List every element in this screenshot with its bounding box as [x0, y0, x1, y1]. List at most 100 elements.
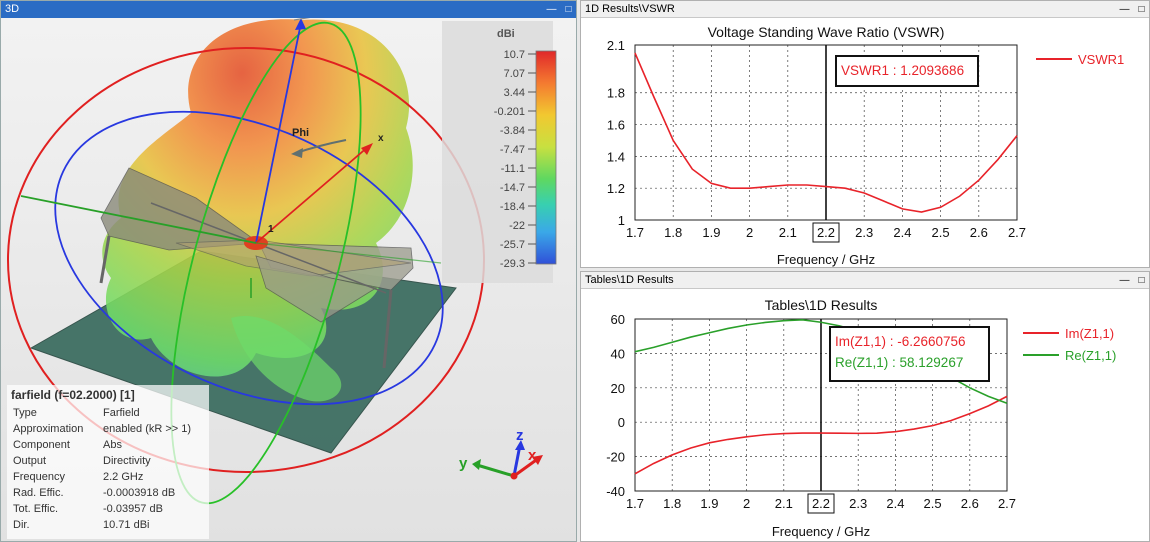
- info-key: Dir.: [13, 519, 30, 531]
- x-axis-title: Frequency / GHz: [777, 252, 875, 267]
- panel-vswr-titlebar[interactable]: 1D Results\VSWR — □: [581, 1, 1149, 18]
- x-tick-label: 2.5: [924, 496, 942, 511]
- info-value: Directivity: [103, 455, 151, 467]
- legend-label: Re(Z1,1): [1065, 348, 1116, 363]
- y-tick-label: 1.8: [607, 86, 625, 101]
- panel-3d[interactable]: 3D — □: [0, 0, 577, 542]
- chart-title: Tables\1D Results: [765, 297, 878, 313]
- info-row: Rad. Effic. -0.0003918 dB: [7, 485, 209, 501]
- marker-x-label: 2.2: [812, 496, 830, 511]
- series-line: [634, 395, 1008, 475]
- chart-title: Voltage Standing Wave Ratio (VSWR): [708, 24, 945, 40]
- colorbar-tick-label: -29.3: [500, 258, 525, 270]
- x-tick-label: 1.7: [626, 496, 644, 511]
- panel-3d-titlebar[interactable]: 3D — □: [1, 1, 576, 18]
- x-tick-label: 1.9: [700, 496, 718, 511]
- farfield-3d-view[interactable]: Phi x 1 dBi 10.7 7.07 3.44 -0.201 -3.84 -7.47…: [1, 18, 577, 542]
- colorbar-tick-label: -7.47: [500, 144, 525, 156]
- info-value: Abs: [103, 439, 122, 451]
- info-row: Dir. 10.71 dBi: [7, 517, 209, 533]
- panel-vswr-title: 1D Results\VSWR: [585, 3, 675, 15]
- coordinate-axes: [20, 18, 442, 298]
- info-row: Approximation enabled (kR >> 1): [7, 421, 209, 437]
- x-tick-label: 1.8: [664, 225, 682, 240]
- x-tick-label: 2: [743, 496, 750, 511]
- minimize-icon[interactable]: —: [1119, 4, 1130, 15]
- info-row: Component Abs: [7, 437, 209, 453]
- colorbar: dBi 10.7 7.07 3.44 -0.201 -3.84 -7.47 -11.1 -14…: [442, 21, 557, 283]
- info-row: Type Farfield: [7, 405, 209, 421]
- x-tick-label: 2.6: [961, 496, 979, 511]
- colorbar-tick-label: 10.7: [504, 49, 525, 61]
- info-value: -0.0003918 dB: [103, 487, 176, 499]
- x-tick-label: 2.1: [779, 225, 797, 240]
- x-tick-label: 2.6: [970, 225, 988, 240]
- y-tick-label: 1.6: [607, 118, 625, 133]
- impedance-chart[interactable]: Tables\1D Results Frequency / GHz 1.7 1.8…: [581, 289, 1149, 542]
- triad-x-label: x: [528, 447, 537, 464]
- info-key: Output: [13, 455, 47, 467]
- y-tick-label: -40: [606, 484, 625, 499]
- panel-3d-title: 3D: [5, 3, 20, 15]
- marker-x-box: [807, 493, 835, 514]
- colorbar-unit: dBi: [497, 28, 515, 40]
- colorbar-tick-label: -25.7: [500, 239, 525, 251]
- triad-z-label: z: [516, 427, 524, 444]
- info-key: Component: [13, 439, 70, 451]
- y-tick-label: -20: [606, 450, 625, 465]
- info-key: Frequency: [13, 471, 65, 483]
- colorbar-tick-label: -14.7: [500, 182, 525, 194]
- panel-tables[interactable]: Tables\1D Results — □ Tables\1D Results …: [580, 271, 1150, 542]
- antenna-structure: [99, 167, 414, 369]
- info-value: -0.03957 dB: [103, 503, 163, 515]
- vswr-chart[interactable]: Voltage Standing Wave Ratio (VSWR) Frequ…: [581, 18, 1149, 268]
- legend-label: VSWR1: [1078, 52, 1124, 67]
- x-tick-label: 2.3: [855, 225, 873, 240]
- maximize-icon[interactable]: □: [1138, 275, 1145, 286]
- x-tick-label: 2.1: [775, 496, 793, 511]
- y-tick-label: 40: [611, 346, 625, 361]
- marker-readout-label: Im(Z1,1) : -6.2660756: [835, 334, 966, 349]
- phi-label: Phi: [292, 127, 309, 139]
- maximize-icon[interactable]: □: [1138, 4, 1145, 15]
- x-tick-label: 2.7: [1008, 225, 1026, 240]
- x-axis-label: x: [378, 133, 384, 144]
- farfield-info-title: farfield (f=02.2000) [1]: [11, 388, 135, 402]
- marker-readout-label: Re(Z1,1) : 58.129267: [835, 355, 963, 370]
- x-tick-label: 2.3: [849, 496, 867, 511]
- x-tick-label: 2.5: [932, 225, 950, 240]
- info-key: Type: [13, 407, 37, 419]
- minimize-icon[interactable]: —: [546, 4, 557, 15]
- x-tick-label: 2: [746, 225, 753, 240]
- info-row: Frequency 2.2 GHz: [7, 469, 209, 485]
- minimize-icon[interactable]: —: [1119, 275, 1130, 286]
- maximize-icon[interactable]: □: [565, 4, 572, 15]
- info-row: Output Directivity: [7, 453, 209, 469]
- y-tick-label: 0: [618, 415, 625, 430]
- info-row: Tot. Effic. -0.03957 dB: [7, 501, 209, 517]
- farfield-info-box: farfield (f=02.2000) [1] Type Farfield App…: [7, 385, 209, 539]
- colorbar-tick-label: -3.84: [500, 125, 525, 137]
- x-tick-label: 2.4: [893, 225, 911, 240]
- colorbar-tick-label: 7.07: [504, 68, 525, 80]
- phi-arrow-icon: [291, 148, 303, 158]
- x-tick-label: 1.9: [702, 225, 720, 240]
- colorbar-tick-label: -18.4: [500, 201, 525, 213]
- colorbar-tick-label: 3.44: [504, 87, 525, 99]
- y-tick-label: 1.4: [607, 149, 625, 164]
- panel-tables-titlebar[interactable]: Tables\1D Results — □: [581, 272, 1149, 289]
- marker-x-box: [812, 222, 840, 243]
- marker-readout-box: [835, 55, 979, 87]
- panel-tables-title: Tables\1D Results: [585, 274, 674, 286]
- y-tick-label: 60: [611, 312, 625, 327]
- panel-vswr[interactable]: 1D Results\VSWR — □ Voltage Standing Wav…: [580, 0, 1150, 268]
- colorbar-tick-label: -22: [509, 220, 525, 232]
- info-value: enabled (kR >> 1): [103, 423, 192, 435]
- x-tick-label: 2.4: [886, 496, 904, 511]
- x-tick-label: 1.8: [663, 496, 681, 511]
- y-tick-label: 20: [611, 381, 625, 396]
- marker-readout-box: [829, 326, 990, 382]
- colorbar-tick-label: -11.1: [501, 163, 525, 175]
- triad-y-label: y: [459, 455, 468, 472]
- info-value: Farfield: [103, 407, 140, 419]
